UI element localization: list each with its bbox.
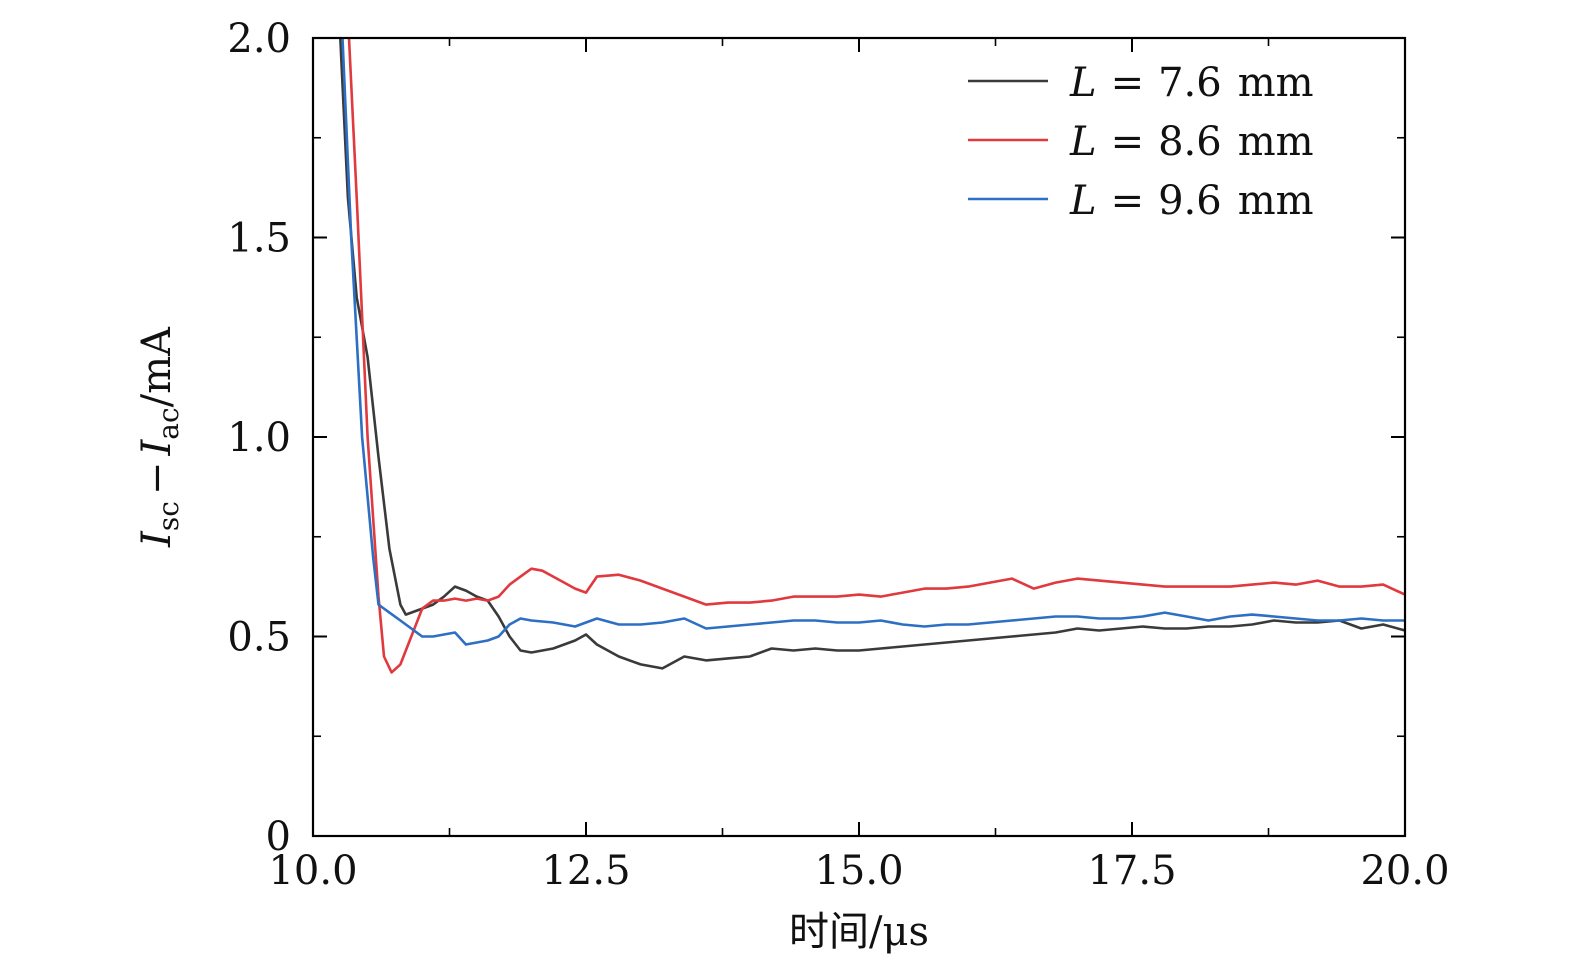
legend-label-2: L = 8.6 mm <box>1069 119 1314 165</box>
y-tick-label: 1.0 <box>227 415 291 461</box>
y-tick-label: 2.0 <box>227 16 291 62</box>
series-line-1 <box>339 38 1405 670</box>
legend: L = 7.6 mm L = 8.6 mm L = 9.6 mm <box>968 60 1314 224</box>
legend-label-1: L = 7.6 mm <box>1069 60 1314 106</box>
plot-frame <box>311 36 1407 838</box>
minor-ticks <box>313 38 1405 836</box>
y-tick-label: 0.5 <box>227 615 291 661</box>
y-axis-title-sub-1: sc <box>152 501 185 531</box>
y-axis-title-sub-2: ac <box>152 407 185 439</box>
series-line-3 <box>341 38 1405 646</box>
x-tick-label: 17.5 <box>1087 848 1176 894</box>
y-axis-title: Isc − Iac/mA <box>134 326 185 548</box>
y-tick-label: 1.5 <box>227 216 291 262</box>
x-tick-label: 12.5 <box>541 848 630 894</box>
y-tick-label: 0 <box>266 814 291 860</box>
x-axis-title: 时间/μs <box>789 909 929 955</box>
x-tick-label: 15.0 <box>814 848 903 894</box>
x-tick-label: 10.0 <box>268 848 357 894</box>
y-tick-labels: 0 0.5 1.0 1.5 2.0 <box>227 16 291 860</box>
y-axis-title-unit: /mA <box>134 326 180 407</box>
y-axis-title-var-1: I <box>134 530 180 548</box>
y-axis-title-minus: − <box>134 462 180 496</box>
x-tick-label: 20.0 <box>1360 848 1449 894</box>
legend-label-3: L = 9.6 mm <box>1069 178 1314 224</box>
x-tick-labels: 10.0 12.5 15.0 17.5 20.0 <box>268 848 1449 894</box>
series-line-2 <box>347 38 1405 674</box>
series-lines <box>339 38 1405 674</box>
y-axis-title-var-2: I <box>134 439 180 457</box>
